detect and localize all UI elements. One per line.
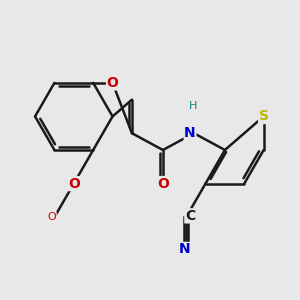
Text: O: O — [157, 177, 169, 190]
Text: N: N — [179, 242, 191, 256]
Text: O: O — [47, 212, 56, 222]
Text: O: O — [68, 177, 80, 190]
Text: O: O — [106, 76, 119, 90]
Text: S: S — [259, 110, 269, 123]
Text: N: N — [184, 126, 196, 140]
Text: H: H — [188, 101, 197, 111]
Text: C: C — [185, 209, 195, 223]
